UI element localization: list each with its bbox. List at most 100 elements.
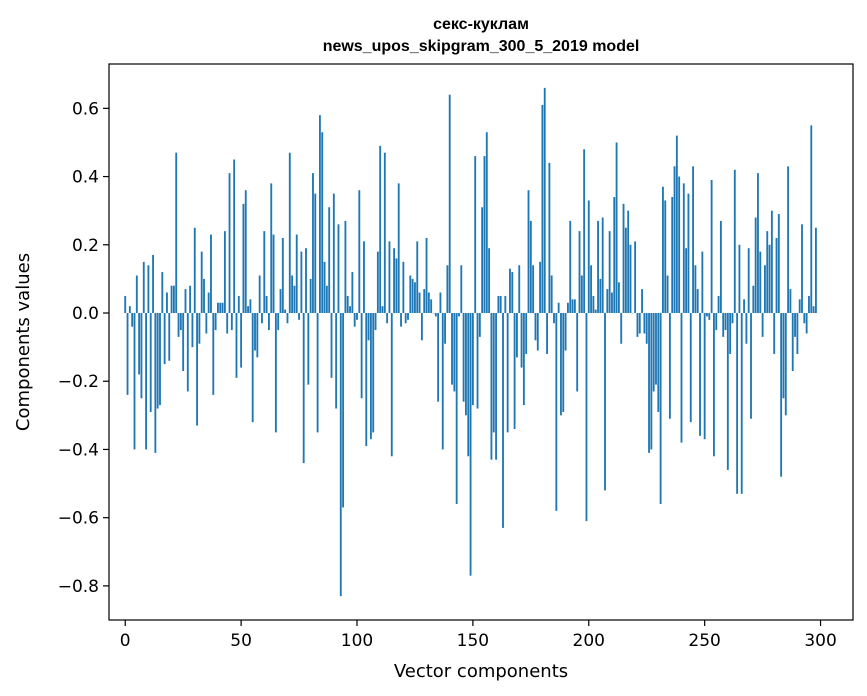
bar	[189, 285, 192, 314]
bar	[509, 268, 511, 313]
bar	[182, 313, 185, 371]
bar	[469, 313, 472, 576]
bar	[291, 275, 294, 313]
bar	[328, 207, 331, 313]
bar	[458, 313, 460, 317]
bar	[330, 313, 333, 378]
bar	[587, 200, 590, 313]
bar	[372, 313, 375, 433]
bar	[140, 313, 143, 399]
bar	[701, 251, 704, 314]
bar	[629, 244, 632, 314]
bar	[724, 313, 727, 331]
bar	[668, 313, 671, 419]
bar	[465, 313, 467, 416]
bar	[796, 313, 799, 354]
bar	[425, 237, 428, 313]
bar	[805, 313, 808, 334]
bar	[337, 224, 340, 314]
bar	[414, 282, 416, 314]
bar	[562, 313, 565, 412]
bar	[131, 313, 134, 327]
bar	[662, 186, 664, 314]
bar	[263, 231, 266, 314]
bar	[179, 313, 182, 331]
bar	[539, 261, 542, 314]
bar	[499, 295, 502, 314]
bar	[312, 173, 314, 313]
bar	[388, 241, 391, 313]
bar	[513, 313, 516, 429]
y-tick-label: 0.2	[72, 236, 99, 256]
bar	[251, 313, 254, 423]
bar	[729, 313, 732, 354]
bar	[770, 210, 773, 313]
bar	[191, 313, 194, 348]
bar	[272, 234, 275, 313]
bar	[374, 313, 377, 331]
bar	[395, 258, 398, 314]
bar	[803, 313, 806, 324]
bar	[557, 302, 560, 313]
bar	[279, 289, 282, 314]
bar	[430, 299, 433, 313]
bar	[659, 313, 662, 505]
bar	[198, 313, 201, 344]
bar	[664, 200, 667, 313]
bar	[571, 299, 574, 313]
bar	[583, 149, 586, 314]
bar	[522, 313, 525, 406]
bar	[446, 265, 449, 313]
bar	[750, 313, 752, 419]
bar	[379, 145, 382, 314]
bar	[186, 313, 189, 392]
bar	[754, 217, 757, 314]
bar	[543, 87, 546, 314]
bar	[576, 313, 579, 392]
bar	[594, 309, 597, 314]
bar	[650, 313, 653, 450]
bar	[717, 295, 720, 314]
bar	[713, 313, 715, 457]
bar	[808, 295, 810, 314]
bar	[620, 313, 623, 344]
bar	[814, 227, 817, 314]
bar	[643, 313, 646, 334]
bar	[256, 313, 259, 358]
bar	[775, 237, 778, 313]
bar	[534, 313, 537, 341]
bar	[203, 278, 205, 314]
bar	[497, 295, 500, 314]
bar	[745, 313, 748, 344]
bar	[159, 313, 161, 406]
bar	[678, 176, 681, 313]
bar	[573, 299, 576, 313]
bar	[163, 313, 166, 365]
bar	[196, 313, 198, 426]
bar	[402, 261, 405, 314]
bar	[349, 306, 351, 313]
bar	[782, 313, 785, 399]
bar	[747, 248, 750, 314]
bar	[794, 313, 796, 337]
bar	[699, 313, 701, 436]
bar	[483, 156, 486, 314]
bar	[715, 313, 718, 331]
bar	[381, 306, 384, 313]
bar	[228, 173, 231, 313]
bar	[555, 313, 558, 511]
bar	[485, 132, 488, 314]
bar	[177, 313, 180, 337]
bar	[652, 313, 655, 392]
bar	[128, 306, 131, 313]
bar	[254, 313, 256, 351]
bar	[738, 244, 741, 314]
bar	[409, 275, 412, 313]
bar	[369, 313, 372, 440]
bar	[344, 220, 347, 314]
bar	[133, 313, 136, 450]
bar	[736, 313, 739, 494]
bar	[217, 302, 219, 313]
bar	[810, 125, 813, 314]
